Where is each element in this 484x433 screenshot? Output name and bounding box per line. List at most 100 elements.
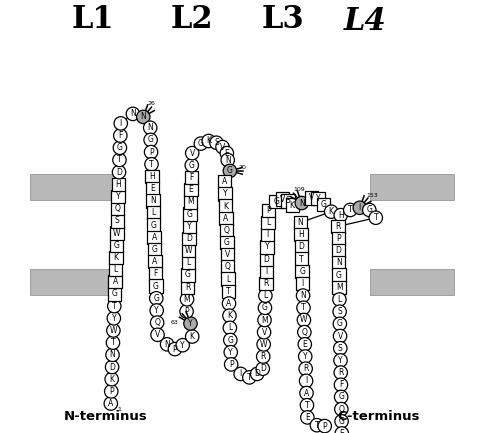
FancyBboxPatch shape <box>317 198 330 211</box>
Circle shape <box>106 336 120 349</box>
Circle shape <box>296 289 310 302</box>
Text: G: G <box>185 271 191 279</box>
Text: G: G <box>299 267 305 276</box>
Text: Y: Y <box>111 314 116 323</box>
Text: V: V <box>190 149 195 158</box>
Circle shape <box>333 330 347 343</box>
FancyBboxPatch shape <box>220 224 233 237</box>
Circle shape <box>106 324 120 337</box>
FancyBboxPatch shape <box>222 272 235 286</box>
Circle shape <box>184 317 197 330</box>
Circle shape <box>143 121 157 134</box>
Text: L: L <box>337 295 342 304</box>
Text: H: H <box>338 210 344 220</box>
FancyBboxPatch shape <box>147 206 160 220</box>
Circle shape <box>335 414 348 428</box>
FancyBboxPatch shape <box>332 244 345 258</box>
Text: G: G <box>198 139 204 148</box>
FancyBboxPatch shape <box>295 240 308 254</box>
Circle shape <box>344 203 357 216</box>
Text: A: A <box>151 233 157 242</box>
FancyBboxPatch shape <box>181 281 194 294</box>
Bar <box>370 174 454 200</box>
FancyBboxPatch shape <box>281 194 295 207</box>
Text: D: D <box>109 362 115 372</box>
Circle shape <box>258 289 272 302</box>
Text: L: L <box>151 209 155 217</box>
Circle shape <box>224 333 237 347</box>
Text: K: K <box>109 375 114 384</box>
Text: V: V <box>220 142 225 152</box>
Text: W: W <box>300 316 308 324</box>
FancyBboxPatch shape <box>149 279 163 293</box>
Text: G: G <box>153 281 159 291</box>
Text: N: N <box>298 218 303 227</box>
Text: E: E <box>302 340 307 349</box>
Text: L1: L1 <box>71 4 114 35</box>
FancyBboxPatch shape <box>221 248 234 262</box>
Text: N: N <box>300 291 306 300</box>
Circle shape <box>258 301 272 314</box>
Circle shape <box>168 343 182 356</box>
Text: N: N <box>225 155 230 165</box>
Text: T: T <box>149 160 154 169</box>
Text: D: D <box>254 369 260 378</box>
Text: Q: Q <box>225 262 231 271</box>
Text: G: G <box>227 336 233 345</box>
Text: P: P <box>173 345 177 354</box>
Text: T: T <box>300 255 304 264</box>
FancyBboxPatch shape <box>332 232 345 246</box>
Text: K: K <box>290 200 295 210</box>
Text: G: G <box>227 166 233 175</box>
FancyBboxPatch shape <box>259 277 272 290</box>
FancyBboxPatch shape <box>294 216 307 229</box>
Circle shape <box>112 165 126 179</box>
Text: A: A <box>227 299 232 308</box>
Text: K: K <box>223 201 228 210</box>
Text: A: A <box>223 214 228 223</box>
Text: H: H <box>298 230 304 239</box>
FancyBboxPatch shape <box>295 252 308 266</box>
FancyBboxPatch shape <box>109 251 123 264</box>
Text: E: E <box>150 184 155 193</box>
Text: L: L <box>266 218 270 227</box>
Circle shape <box>297 301 310 314</box>
Circle shape <box>310 418 324 432</box>
FancyBboxPatch shape <box>220 236 234 249</box>
FancyBboxPatch shape <box>184 183 197 197</box>
FancyBboxPatch shape <box>332 220 345 233</box>
Text: R: R <box>185 283 190 291</box>
Circle shape <box>105 385 118 398</box>
Text: G: G <box>151 221 157 229</box>
Text: A: A <box>222 177 227 186</box>
Circle shape <box>151 328 164 342</box>
Circle shape <box>185 158 198 172</box>
Text: R: R <box>338 368 344 377</box>
Circle shape <box>300 374 313 388</box>
Text: N: N <box>336 259 342 268</box>
Circle shape <box>223 309 236 323</box>
Text: N: N <box>164 340 170 349</box>
Text: I: I <box>305 376 307 385</box>
Text: D: D <box>186 234 192 243</box>
FancyBboxPatch shape <box>262 204 275 217</box>
FancyBboxPatch shape <box>148 231 161 244</box>
Text: N: N <box>140 113 146 121</box>
Text: W: W <box>185 246 193 255</box>
Circle shape <box>104 397 118 410</box>
Circle shape <box>242 371 256 384</box>
Text: V: V <box>225 250 230 259</box>
FancyBboxPatch shape <box>332 256 346 270</box>
Text: Q: Q <box>115 204 121 213</box>
FancyBboxPatch shape <box>261 228 274 242</box>
Circle shape <box>300 398 314 412</box>
FancyBboxPatch shape <box>183 207 197 221</box>
Text: T: T <box>304 401 309 410</box>
FancyBboxPatch shape <box>304 191 318 204</box>
Circle shape <box>335 427 348 433</box>
Text: L: L <box>113 265 118 274</box>
Circle shape <box>144 145 158 159</box>
Circle shape <box>151 316 164 330</box>
Text: G: G <box>112 289 118 298</box>
Text: L4: L4 <box>344 6 387 37</box>
